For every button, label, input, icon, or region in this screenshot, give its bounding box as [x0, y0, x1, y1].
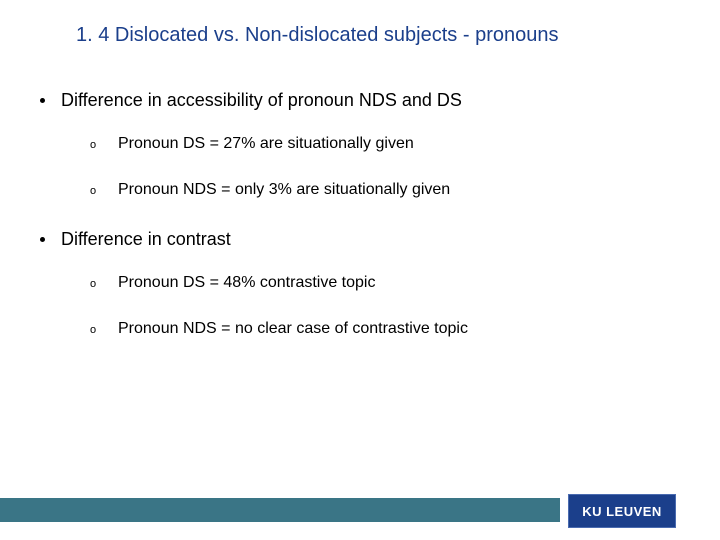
sub-text: Pronoun DS = 27% are situationally given [118, 135, 414, 153]
sub-marker: o [90, 139, 98, 151]
sub-text: Pronoun NDS = no clear case of contrasti… [118, 320, 468, 338]
logo-text: KU LEUVEN [582, 504, 662, 519]
sub-text: Pronoun DS = 48% contrastive topic [118, 274, 375, 292]
bullet-item: Difference in contrast [40, 229, 680, 250]
sub-list: o Pronoun DS = 48% contrastive topic o P… [90, 274, 680, 338]
sub-marker: o [90, 324, 98, 336]
sub-marker: o [90, 278, 98, 290]
footer-bar [0, 498, 560, 522]
bullet-item: Difference in accessibility of pronoun N… [40, 90, 680, 111]
bullet-text: Difference in contrast [61, 229, 231, 250]
bullet-marker [40, 237, 45, 242]
bullet-text: Difference in accessibility of pronoun N… [61, 90, 462, 111]
sub-marker: o [90, 185, 98, 197]
slide-content: Difference in accessibility of pronoun N… [40, 90, 680, 368]
sub-text: Pronoun NDS = only 3% are situationally … [118, 181, 450, 199]
logo-box: KU LEUVEN [568, 494, 676, 528]
bullet-marker [40, 98, 45, 103]
slide-title: 1. 4 Dislocated vs. Non-dislocated subje… [76, 24, 558, 47]
sub-item: o Pronoun NDS = no clear case of contras… [90, 320, 680, 338]
sub-list: o Pronoun DS = 27% are situationally giv… [90, 135, 680, 199]
sub-item: o Pronoun DS = 27% are situationally giv… [90, 135, 680, 153]
sub-item: o Pronoun NDS = only 3% are situationall… [90, 181, 680, 199]
sub-item: o Pronoun DS = 48% contrastive topic [90, 274, 680, 292]
